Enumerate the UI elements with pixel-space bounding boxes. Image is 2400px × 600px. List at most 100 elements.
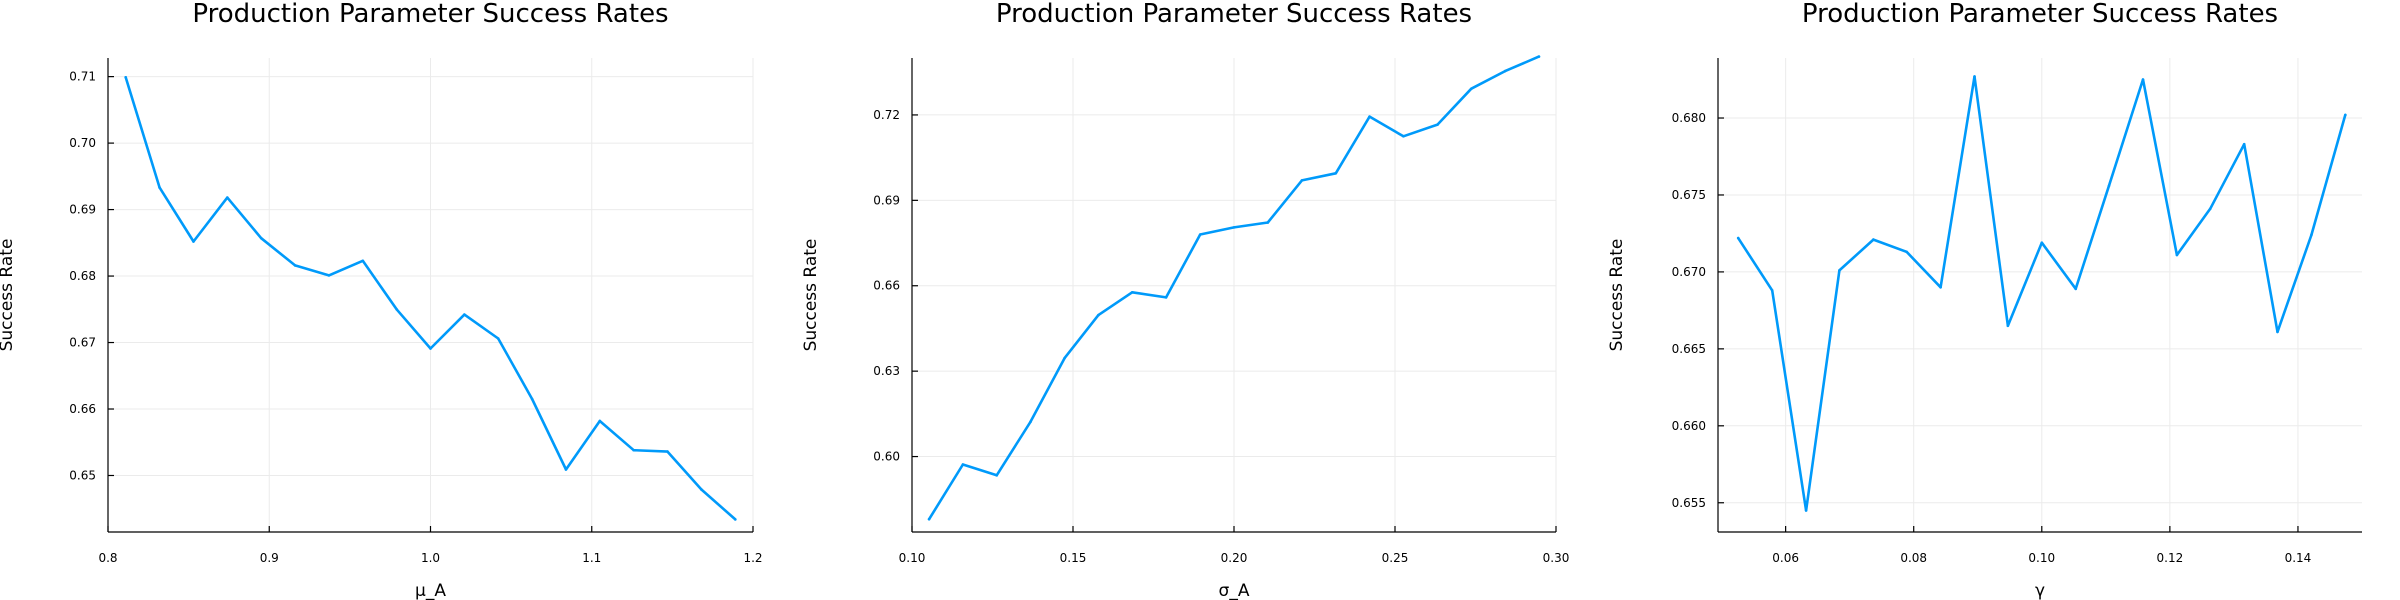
y-tick-label: 0.670 [1672,265,1706,279]
x-tick-label: 1.2 [743,551,762,565]
data-point [961,463,965,466]
data-point [632,448,635,452]
data-point [1503,69,1507,73]
data-point [293,264,297,267]
data-point [995,474,998,477]
data-point [2242,142,2246,146]
data-point [192,240,195,243]
y-tick-label: 0.655 [1672,496,1706,510]
data-point [1537,55,1541,58]
x-tick-label: 1.0 [421,551,440,565]
data-point [1368,115,1371,118]
y-tick-label: 0.72 [873,108,900,122]
x-axis-label: μ_A [415,581,446,600]
y-tick-label: 0.69 [873,193,900,207]
data-point [2175,253,2179,257]
x-tick-label: 0.06 [1772,551,1799,565]
chart-panel-3: 0.06 0.08 0.10 0.12 0.14 0.655 0.660 0.665 0.670… [1607,0,2362,600]
x-tick-label: 0.9 [260,551,279,565]
y-tick-label: 0.665 [1672,342,1706,356]
data-point [2006,324,2010,328]
data-point [927,517,931,521]
data-point [1402,134,1405,138]
x-tick-label: 1.1 [582,551,601,565]
y-tick-label: 0.65 [69,468,96,482]
data-point [1736,236,1740,240]
y-tick-label: 0.66 [69,402,96,416]
data-point [1436,123,1439,126]
data-point [1232,226,1236,229]
data-point [1939,286,1942,289]
x-tick-label: 0.12 [2157,551,2184,565]
data-point [1029,420,1032,424]
data-point [158,186,161,189]
y-tick-label: 0.680 [1672,111,1706,125]
y-tick-label: 0.675 [1672,188,1706,202]
data-point [327,274,331,277]
x-tick-label: 0.10 [899,551,926,565]
data-point [361,259,365,263]
x-axis-label: γ [2035,581,2045,600]
data-point [2040,241,2044,244]
data-point [1266,221,1270,224]
data-point [2276,330,2279,334]
data-point [1130,290,1134,294]
y-tick-label: 0.69 [69,203,96,217]
y-axis-label: Success Rate [1607,239,1627,352]
data-point [1470,87,1473,91]
y-tick-label: 0.60 [873,450,900,464]
data-point [666,450,669,453]
data-point [1198,233,1202,236]
data-point [496,337,500,340]
data-point [564,468,568,471]
data-point [259,236,263,240]
data-point [2344,113,2347,117]
x-tick-label: 0.30 [1543,551,1570,565]
chart-panel-1: 0.8 0.9 1.0 1.1 1.2 0.65 0.66 0.67 0.68 0.69 0.70 0… [0,0,763,600]
data-point [530,397,534,401]
y-tick-label: 0.71 [69,70,96,84]
x-tick-label: 0.08 [1900,551,1927,565]
y-tick-label: 0.660 [1672,419,1706,433]
data-point [1063,356,1066,360]
chart-panel-2: 0.10 0.15 0.20 0.25 0.30 0.60 0.63 0.66 0.69 0.72… [801,0,1569,600]
data-point [1300,179,1304,182]
chart-title: Production Parameter Success Rates [1802,0,2278,29]
x-tick-label: 0.20 [1221,551,1248,565]
data-point [2074,287,2078,291]
data-point [2310,233,2313,237]
data-point [2208,207,2212,211]
data-point [1770,289,1774,292]
data-point [2141,78,2145,81]
data-point [226,196,229,199]
data-point [429,347,432,350]
data-point [1973,75,1976,78]
data-point [1905,250,1908,254]
x-tick-label: 0.10 [2028,551,2055,565]
data-point [1838,269,1841,272]
x-tick-label: 0.25 [1382,551,1409,565]
data-point [1804,509,1808,512]
y-tick-label: 0.67 [69,336,96,350]
data-point [2107,184,2111,188]
data-point [1334,171,1338,175]
y-tick-label: 0.66 [873,279,900,293]
data-point [1164,296,1168,299]
data-point [733,518,737,521]
y-axis-label: Success Rate [0,239,17,352]
data-point [598,419,602,423]
y-tick-label: 0.63 [873,364,900,378]
x-tick-label: 0.8 [98,551,117,565]
data-point [395,307,398,311]
chart-title: Production Parameter Success Rates [192,0,668,29]
y-axis-label: Success Rate [801,239,821,352]
data-point [124,75,128,79]
y-tick-label: 0.68 [69,269,96,283]
data-point [1097,313,1100,317]
chart-title: Production Parameter Success Rates [996,0,1472,29]
y-tick-label: 0.70 [69,136,96,150]
data-point [700,488,703,491]
x-axis-label: σ_A [1219,581,1250,600]
x-tick-label: 0.15 [1060,551,1087,565]
